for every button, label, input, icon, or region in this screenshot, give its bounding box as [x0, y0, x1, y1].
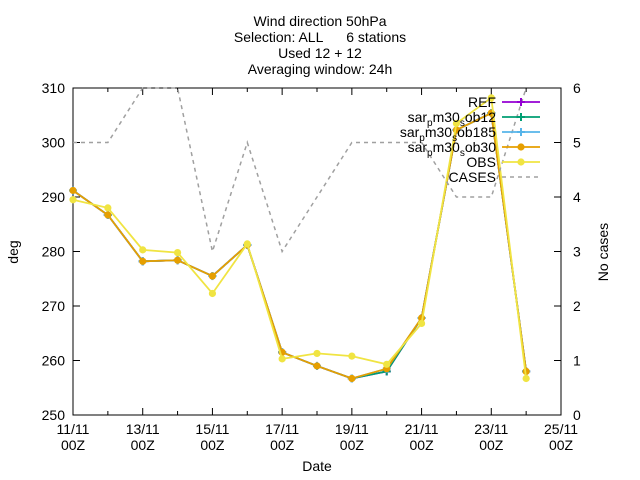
title-line-2: Selection: ALL 6 stations	[234, 29, 406, 45]
y-tick-label: 310	[42, 80, 66, 96]
data-point	[208, 272, 217, 280]
x-tick-label-time: 00Z	[549, 437, 574, 453]
data-point	[69, 186, 77, 195]
legend-entry: CASES	[449, 169, 540, 185]
series-cases	[73, 87, 527, 255]
data-point	[348, 374, 356, 383]
x-tick-label-date: 25/11	[544, 421, 578, 437]
data-point	[348, 352, 356, 360]
series-obs	[69, 94, 530, 383]
y-tick-label: 300	[42, 135, 66, 151]
x-tick-label-time: 00Z	[61, 437, 86, 453]
title-line-1: Wind direction 50hPa	[253, 13, 386, 29]
data-point	[313, 349, 321, 358]
title-line-3: Used 12 + 12	[278, 45, 362, 61]
legend-label: CASES	[449, 169, 496, 185]
legend-entry: OBS	[466, 154, 540, 170]
data-point	[69, 196, 77, 204]
data-point	[383, 360, 391, 368]
data-point	[452, 119, 461, 128]
data-point	[104, 204, 112, 212]
legend-marker	[517, 98, 525, 106]
chart-title: Wind direction 50hPa Selection: ALL 6 st…	[234, 13, 406, 77]
y2-axis-label: No cases	[595, 223, 611, 281]
series-sar-pm30-sob30	[69, 109, 530, 383]
series-line	[73, 87, 527, 255]
y-tick-label: 260	[42, 353, 66, 369]
x-axis-label: Date	[302, 458, 332, 474]
x-tick-label-time: 00Z	[131, 437, 156, 453]
legend-marker	[517, 143, 525, 151]
x-tick-label-time: 00Z	[410, 437, 435, 453]
y2-tick-label: 2	[573, 298, 581, 314]
y2-tick-label: 0	[573, 407, 581, 423]
legend-label: sarpm30sob185	[400, 124, 496, 144]
data-point	[139, 246, 147, 254]
series-line	[72, 96, 528, 379]
x-tick-label-time: 00Z	[479, 437, 504, 453]
x-tick-label-time: 00Z	[200, 437, 225, 453]
data-point	[104, 211, 112, 219]
x-tick-label-date: 21/11	[405, 421, 439, 437]
legend-label: sarpm30sob12	[408, 109, 497, 129]
x-tick-label-time: 00Z	[340, 437, 365, 453]
y2-tick-label: 4	[573, 189, 581, 205]
x-tick-label-date: 19/11	[335, 421, 369, 437]
y-tick-label: 290	[42, 189, 66, 205]
y2-tick-label: 3	[573, 244, 581, 260]
title-line-4: Averaging window: 24h	[248, 61, 393, 77]
legend-marker	[517, 128, 525, 136]
legend-entry: sarpm30sob12	[408, 109, 540, 129]
x-tick-label-date: 15/11	[195, 421, 229, 437]
data-point	[522, 374, 530, 383]
x-tick-label-time: 00Z	[270, 437, 295, 453]
data-point	[417, 319, 426, 328]
legend-marker	[517, 158, 525, 166]
legend-label: REF	[468, 94, 496, 110]
data-point	[313, 362, 321, 370]
legend-label: OBS	[466, 154, 496, 170]
x-tick-label-date: 11/11	[57, 421, 90, 437]
y-tick-label: 250	[42, 407, 66, 423]
data-point	[278, 355, 286, 363]
data-point	[173, 248, 182, 257]
legend-entry: sarpm30sob185	[400, 124, 540, 144]
y2-tick-label: 5	[573, 135, 581, 151]
data-point	[487, 94, 495, 102]
x-tick-label-date: 23/11	[474, 421, 508, 437]
y-tick-label: 270	[42, 298, 66, 314]
y-axis-label: deg	[5, 240, 21, 263]
y2-tick-label: 1	[573, 353, 581, 369]
legend-marker	[517, 113, 525, 121]
data-point	[208, 289, 217, 298]
x-tick-label-date: 17/11	[265, 421, 299, 437]
x-tick-label-date: 13/11	[126, 421, 160, 437]
data-point	[139, 257, 147, 265]
legend-entry: REF	[468, 94, 540, 110]
data-point	[243, 240, 251, 248]
y-tick-label: 280	[42, 244, 66, 260]
y2-tick-label: 6	[573, 80, 581, 96]
data-point	[173, 256, 182, 264]
